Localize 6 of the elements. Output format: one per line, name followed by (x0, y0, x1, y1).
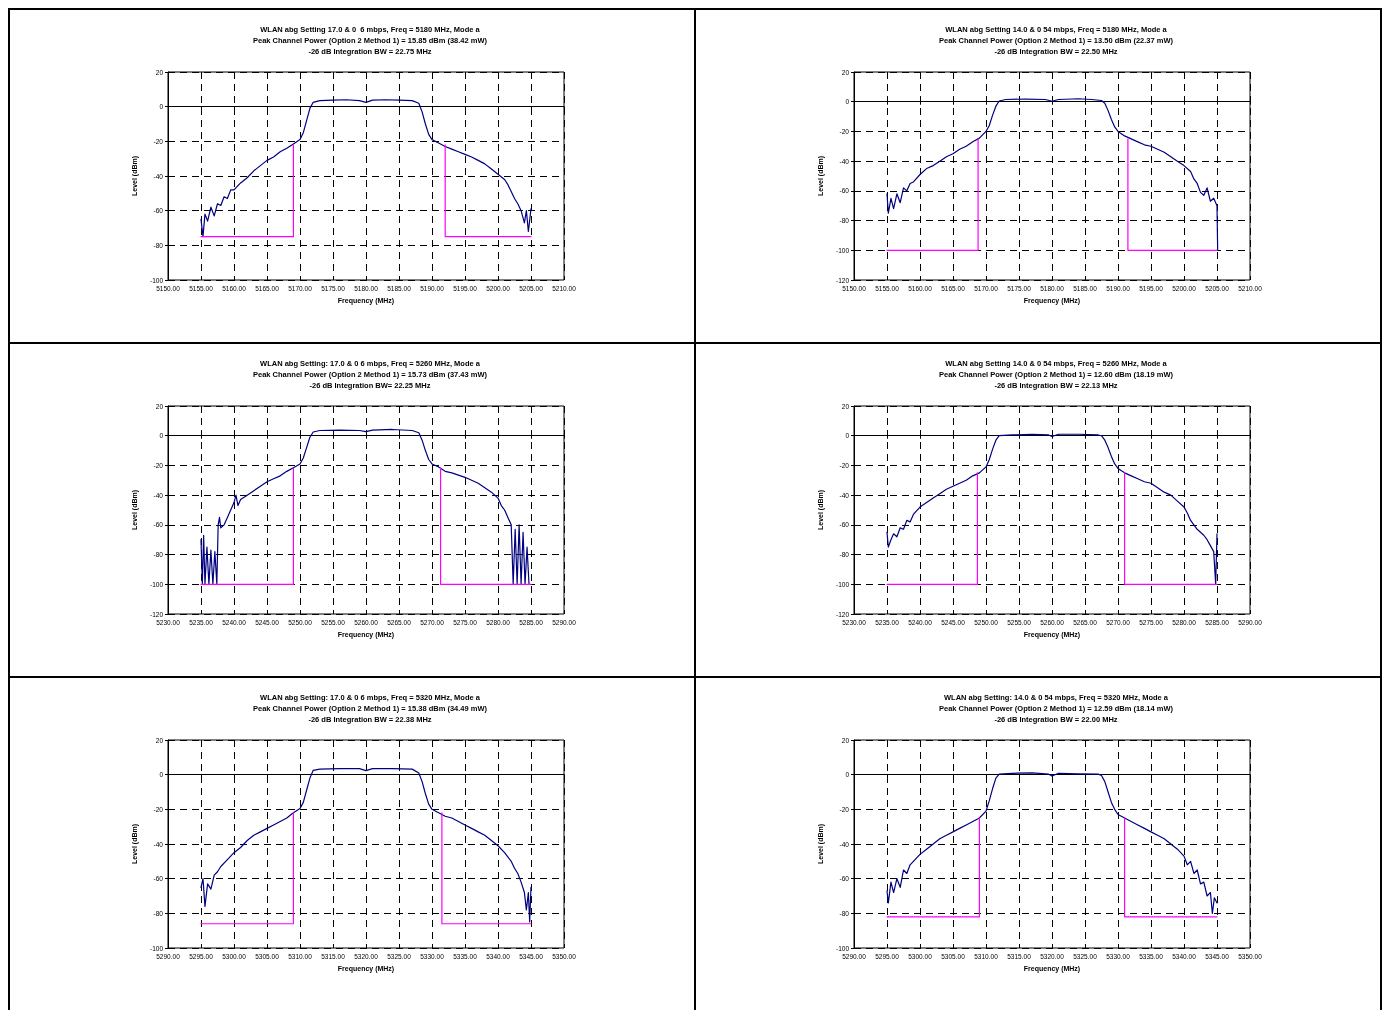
line-series (886, 772, 1218, 914)
line-series (200, 99, 532, 238)
line-series (200, 768, 532, 923)
line-series (200, 428, 530, 585)
line-series (886, 433, 1218, 585)
line-series (886, 98, 1219, 251)
